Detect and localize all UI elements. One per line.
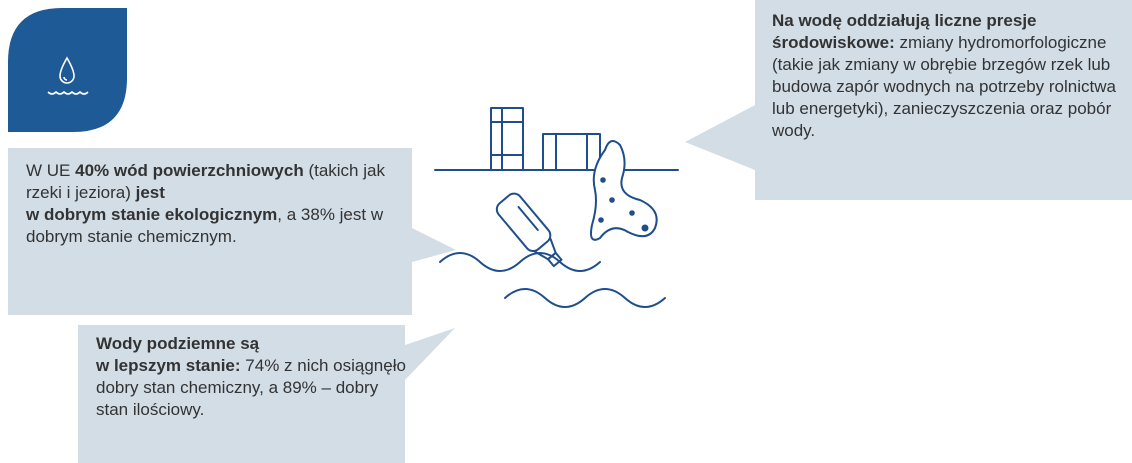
icon-tile [8,8,127,132]
callout-text: W UE 40% wód powierzchniowych (takich ja… [26,160,406,248]
text-bold: jest [135,183,165,202]
text-bold: w dobrym stanie ekologicznym [26,205,278,224]
text: , a 38% jest w dobrym stanie chemicznym. [26,205,384,246]
callout-text: Wody podziemne są w lepszym stanie: 74% z… [96,333,406,421]
text-bold: Wody podziemne są [96,334,260,353]
text: W UE [26,161,76,180]
text-bold: 40% wód powierzchniowych [75,161,304,180]
callout-bg [78,325,455,463]
callout-bg [8,148,456,315]
water-icon [47,56,89,95]
text: (takich jak rzeki i jeziora) [26,161,385,202]
text-bold: Na wodę oddziałują liczne presje środowi… [772,11,1037,52]
text: zmiany hydromorfologiczne (takie jak zmi… [772,33,1116,140]
callout-text: Na wodę oddziałują liczne presje środowi… [772,10,1127,142]
text-bold: w lepszym stanie: [96,356,241,375]
callout-bg [685,0,1132,200]
text: 74% z nich osiągnęło dobry stan chemiczn… [96,356,406,419]
pollution-drawing [434,107,679,308]
